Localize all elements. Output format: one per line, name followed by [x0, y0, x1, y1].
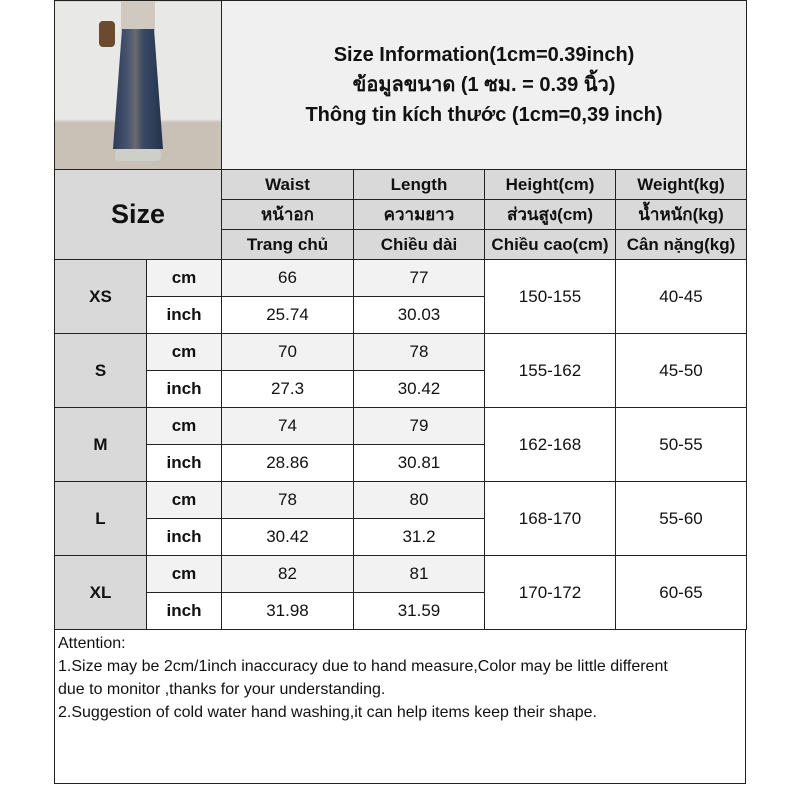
header-cell: Chiều dài: [353, 229, 485, 260]
weight-range: 45-50: [614, 333, 748, 408]
size-info-title: Size Information(1cm=0.39inch) ข้อมูลขนา…: [220, 0, 748, 170]
header-cell: Waist: [221, 169, 354, 200]
header-cell: Cân nặng(kg): [614, 229, 748, 260]
header-cell: Weight(kg): [614, 169, 748, 200]
size-row-cm: L cm 78 80 168-170 55-60: [54, 481, 748, 556]
unit-label: cm: [146, 259, 222, 297]
unit-label: cm: [146, 481, 222, 519]
unit-label: inch: [146, 370, 222, 408]
unit-label: inch: [146, 518, 222, 556]
size-row-inch: inch 28.86 30.81: [55, 444, 747, 482]
height-range: 150-155: [484, 259, 616, 334]
length-inch: 30.81: [353, 444, 485, 482]
length-inch: 31.2: [353, 518, 485, 556]
length-cm: 80: [353, 481, 485, 519]
header-cell: Length: [353, 169, 485, 200]
waist-cm: 82: [221, 555, 354, 593]
size-row-inch: inch 27.3 30.42: [55, 370, 747, 408]
title-vietnamese: Thông tin kích thước (1cm=0,39 inch): [305, 104, 663, 126]
size-row-cm: S cm 70 78 155-162 45-50: [54, 333, 748, 408]
size-label: S: [54, 333, 147, 408]
length-inch: 30.42: [353, 370, 485, 408]
unit-label: inch: [146, 592, 222, 630]
length-inch: 31.59: [353, 592, 485, 630]
size-table: Size Information(1cm=0.39inch) ข้อมูลขนา…: [54, 0, 748, 630]
unit-label: inch: [146, 296, 222, 334]
size-header: Size: [54, 169, 222, 260]
title-english: Size Information(1cm=0.39inch): [333, 44, 635, 66]
weight-range: 60-65: [614, 555, 748, 630]
size-row-cm: M cm 74 79 162-168 50-55: [54, 407, 748, 482]
header-cell: น้ำหนัก(kg): [614, 199, 748, 230]
unit-label: cm: [146, 407, 222, 445]
unit-label: inch: [146, 444, 222, 482]
attention-line: 2.Suggestion of cold water hand washing,…: [58, 704, 597, 721]
size-row-inch: inch 31.98 31.59: [55, 592, 747, 630]
header-cell: ความยาว: [353, 199, 485, 230]
height-range: 170-172: [484, 555, 616, 630]
product-photo: [54, 0, 222, 170]
size-row-cm: XS cm 66 77 150-155 40-45: [54, 259, 748, 334]
size-label: XS: [54, 259, 147, 334]
waist-inch: 31.98: [221, 592, 354, 630]
header-cell: หน้าอก: [221, 199, 354, 230]
size-label: XL: [54, 555, 147, 630]
length-cm: 77: [353, 259, 485, 297]
weight-range: 50-55: [614, 407, 748, 482]
unit-label: cm: [146, 333, 222, 371]
length-cm: 79: [353, 407, 485, 445]
waist-cm: 74: [221, 407, 354, 445]
attention-notes: Attention: 1.Size may be 2cm/1inch inacc…: [54, 630, 746, 784]
attention-heading: Attention:: [58, 635, 126, 652]
size-row-cm: XL cm 82 81 170-172 60-65: [54, 555, 748, 630]
attention-line: 1.Size may be 2cm/1inch inaccuracy due t…: [58, 658, 668, 675]
height-range: 162-168: [484, 407, 616, 482]
height-range: 168-170: [484, 481, 616, 556]
weight-range: 40-45: [614, 259, 748, 334]
weight-range: 55-60: [614, 481, 748, 556]
waist-cm: 78: [221, 481, 354, 519]
waist-inch: 30.42: [221, 518, 354, 556]
header-cell: Height(cm): [484, 169, 616, 200]
title-thai: ข้อมูลขนาด (1 ซม. = 0.39 นิ้ว): [352, 74, 616, 96]
denim-skirt-image: [113, 29, 163, 149]
waist-inch: 28.86: [221, 444, 354, 482]
length-cm: 81: [353, 555, 485, 593]
length-cm: 78: [353, 333, 485, 371]
header-cell: Chiều cao(cm): [484, 229, 616, 260]
waist-inch: 27.3: [221, 370, 354, 408]
unit-label: cm: [146, 555, 222, 593]
waist-cm: 70: [221, 333, 354, 371]
header-cell: Trang chủ: [221, 229, 354, 260]
length-inch: 30.03: [353, 296, 485, 334]
waist-inch: 25.74: [221, 296, 354, 334]
height-range: 155-162: [484, 333, 616, 408]
waist-cm: 66: [221, 259, 354, 297]
size-label: M: [54, 407, 147, 482]
header-cell: ส่วนสูง(cm): [484, 199, 616, 230]
size-row-inch: inch 25.74 30.03: [55, 296, 747, 334]
size-chart: Size Information(1cm=0.39inch) ข้อมูลขนา…: [54, 0, 748, 784]
size-label: L: [54, 481, 147, 556]
size-row-inch: inch 30.42 31.2: [55, 518, 747, 556]
attention-line: due to monitor ,thanks for your understa…: [58, 681, 386, 698]
